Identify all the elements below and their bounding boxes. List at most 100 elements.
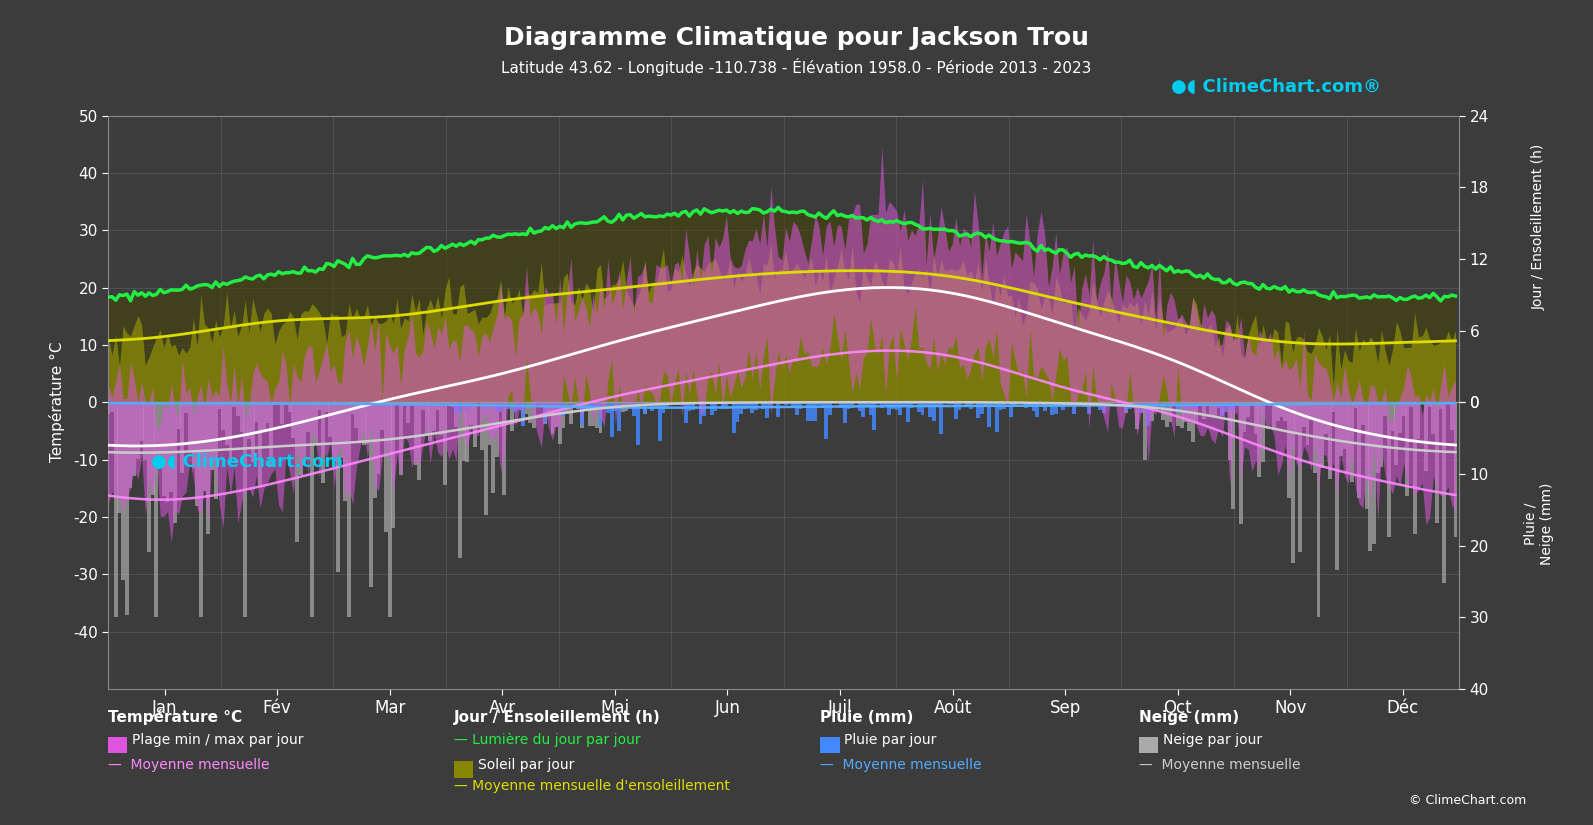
Bar [473, 403, 476, 447]
Bar [151, 403, 155, 495]
Bar [1295, 403, 1298, 435]
Bar [1290, 403, 1295, 563]
Bar [983, 403, 988, 408]
Bar [124, 403, 129, 615]
Bar [118, 403, 121, 513]
Bar [1055, 403, 1058, 414]
Bar [1220, 403, 1225, 416]
Bar [1043, 403, 1047, 411]
Bar [1142, 403, 1147, 406]
Bar [588, 403, 591, 426]
Text: —  Moyenne mensuelle: — Moyenne mensuelle [820, 758, 981, 772]
Bar [969, 403, 973, 409]
Bar [628, 403, 632, 406]
Bar [879, 403, 884, 408]
Bar [873, 403, 876, 430]
Bar [910, 403, 913, 408]
Bar [188, 403, 191, 450]
Bar [658, 403, 661, 441]
Bar [1251, 403, 1254, 406]
Bar [720, 403, 725, 408]
Bar [333, 403, 336, 460]
Bar [365, 403, 370, 444]
Bar [868, 403, 873, 414]
Bar [448, 403, 451, 407]
Bar [753, 403, 758, 410]
Bar [255, 403, 258, 422]
Bar [932, 403, 935, 421]
Bar [1098, 403, 1102, 410]
Bar [317, 403, 322, 410]
Bar [1072, 403, 1077, 413]
Text: Jour / Ensoleillement (h): Jour / Ensoleillement (h) [1532, 144, 1545, 310]
Bar [1349, 403, 1354, 482]
Bar [851, 403, 854, 408]
Bar [414, 403, 417, 465]
Bar [1080, 403, 1083, 405]
Bar [613, 403, 618, 411]
Bar [468, 403, 473, 425]
Bar [1086, 403, 1091, 413]
Bar [1050, 403, 1055, 416]
Bar [632, 403, 636, 417]
Bar [202, 403, 207, 492]
Bar [558, 403, 562, 408]
Bar [1360, 403, 1365, 426]
Bar [857, 403, 862, 411]
Bar [803, 403, 806, 404]
Bar [406, 403, 409, 423]
Bar [562, 403, 566, 427]
Bar [392, 403, 395, 528]
Bar [135, 403, 140, 459]
Bar [362, 403, 366, 446]
Bar [731, 403, 736, 432]
Bar [328, 403, 333, 437]
Bar [295, 403, 299, 542]
Bar [491, 403, 495, 406]
Bar [495, 403, 499, 457]
Bar [1231, 403, 1235, 410]
Bar [1125, 403, 1128, 413]
Bar [636, 403, 639, 406]
Bar [761, 403, 765, 409]
Bar [573, 403, 577, 408]
Bar [1402, 403, 1405, 416]
Bar [551, 403, 554, 405]
Bar [940, 403, 943, 434]
Bar [491, 403, 495, 493]
Bar [1239, 403, 1243, 524]
Bar [1169, 403, 1172, 422]
Bar [765, 403, 769, 418]
Bar [957, 403, 962, 410]
Bar [1069, 403, 1072, 407]
Bar [680, 403, 683, 405]
Bar [924, 403, 929, 405]
Bar [1246, 403, 1251, 417]
Bar [1354, 403, 1357, 408]
Bar [1120, 403, 1125, 406]
Bar [599, 403, 602, 433]
Bar [1306, 403, 1309, 445]
Bar [921, 403, 924, 415]
Bar [339, 403, 344, 458]
Bar [965, 403, 969, 407]
Bar [1161, 403, 1164, 404]
Bar [233, 403, 236, 407]
Bar [843, 403, 847, 422]
Text: Diagramme Climatique pour Jackson Trou: Diagramme Climatique pour Jackson Trou [503, 26, 1090, 50]
Bar [954, 403, 957, 419]
Bar [605, 403, 610, 413]
Text: Soleil par jour: Soleil par jour [478, 758, 573, 772]
Bar [1424, 403, 1427, 471]
Bar [1131, 403, 1136, 408]
Bar [113, 403, 118, 617]
Bar [1010, 403, 1013, 417]
Bar [1298, 403, 1301, 553]
Bar [484, 403, 487, 515]
Bar [1223, 403, 1228, 412]
Bar [946, 403, 951, 404]
Text: Pluie par jour: Pluie par jour [844, 733, 937, 747]
Bar [1176, 403, 1180, 426]
Bar [166, 403, 169, 502]
Bar [1002, 403, 1005, 409]
